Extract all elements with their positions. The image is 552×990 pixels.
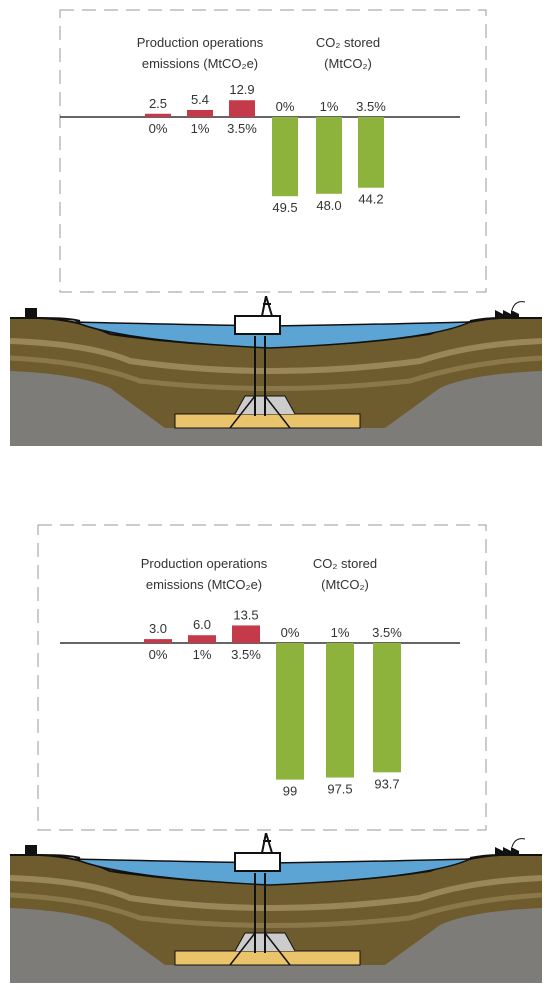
category-label: 1% bbox=[320, 99, 339, 114]
value-label: 93.7 bbox=[374, 776, 399, 791]
chart-title: Production operations bbox=[141, 556, 268, 571]
bar bbox=[188, 635, 216, 643]
category-label: 3.5% bbox=[372, 625, 402, 640]
chart-title: (MtCO₂) bbox=[324, 56, 372, 71]
category-label: 1% bbox=[331, 625, 350, 640]
bar bbox=[187, 109, 213, 117]
panel-frame bbox=[37, 524, 487, 831]
value-label: 48.0 bbox=[316, 198, 341, 213]
chart-title: emissions (MtCO₂e) bbox=[142, 56, 258, 71]
category-label: 0% bbox=[149, 647, 168, 662]
category-label: 0% bbox=[149, 121, 168, 136]
bar bbox=[232, 625, 260, 643]
bar bbox=[373, 643, 401, 773]
category-label: 1% bbox=[193, 647, 212, 662]
chart-title: (MtCO₂) bbox=[321, 577, 369, 592]
bar bbox=[144, 639, 172, 643]
cross-section bbox=[10, 833, 542, 983]
cross-section bbox=[10, 296, 542, 446]
chart-title: emissions (MtCO₂e) bbox=[146, 577, 262, 592]
bar bbox=[358, 117, 384, 188]
value-label: 6.0 bbox=[193, 617, 211, 632]
chart-title: Production operations bbox=[137, 35, 264, 50]
chart-title: CO₂ stored bbox=[316, 35, 380, 50]
value-label: 3.0 bbox=[149, 621, 167, 636]
value-label: 99 bbox=[283, 784, 297, 799]
category-label: 3.5% bbox=[227, 121, 257, 136]
value-label: 12.9 bbox=[229, 82, 254, 97]
category-label: 0% bbox=[276, 99, 295, 114]
bar bbox=[316, 117, 342, 194]
value-label: 5.4 bbox=[191, 92, 209, 107]
value-label: 13.5 bbox=[233, 607, 258, 622]
bar bbox=[145, 113, 171, 117]
bar bbox=[229, 100, 255, 117]
value-label: 97.5 bbox=[327, 782, 352, 797]
value-label: 44.2 bbox=[358, 192, 383, 207]
bar bbox=[326, 643, 354, 778]
category-label: 0% bbox=[281, 625, 300, 640]
value-label: 2.5 bbox=[149, 96, 167, 111]
value-label: 49.5 bbox=[272, 200, 297, 215]
bar bbox=[272, 117, 298, 197]
bar bbox=[276, 643, 304, 780]
category-label: 1% bbox=[191, 121, 210, 136]
chart-title: CO₂ stored bbox=[313, 556, 377, 571]
category-label: 3.5% bbox=[356, 99, 386, 114]
category-label: 3.5% bbox=[231, 647, 261, 662]
